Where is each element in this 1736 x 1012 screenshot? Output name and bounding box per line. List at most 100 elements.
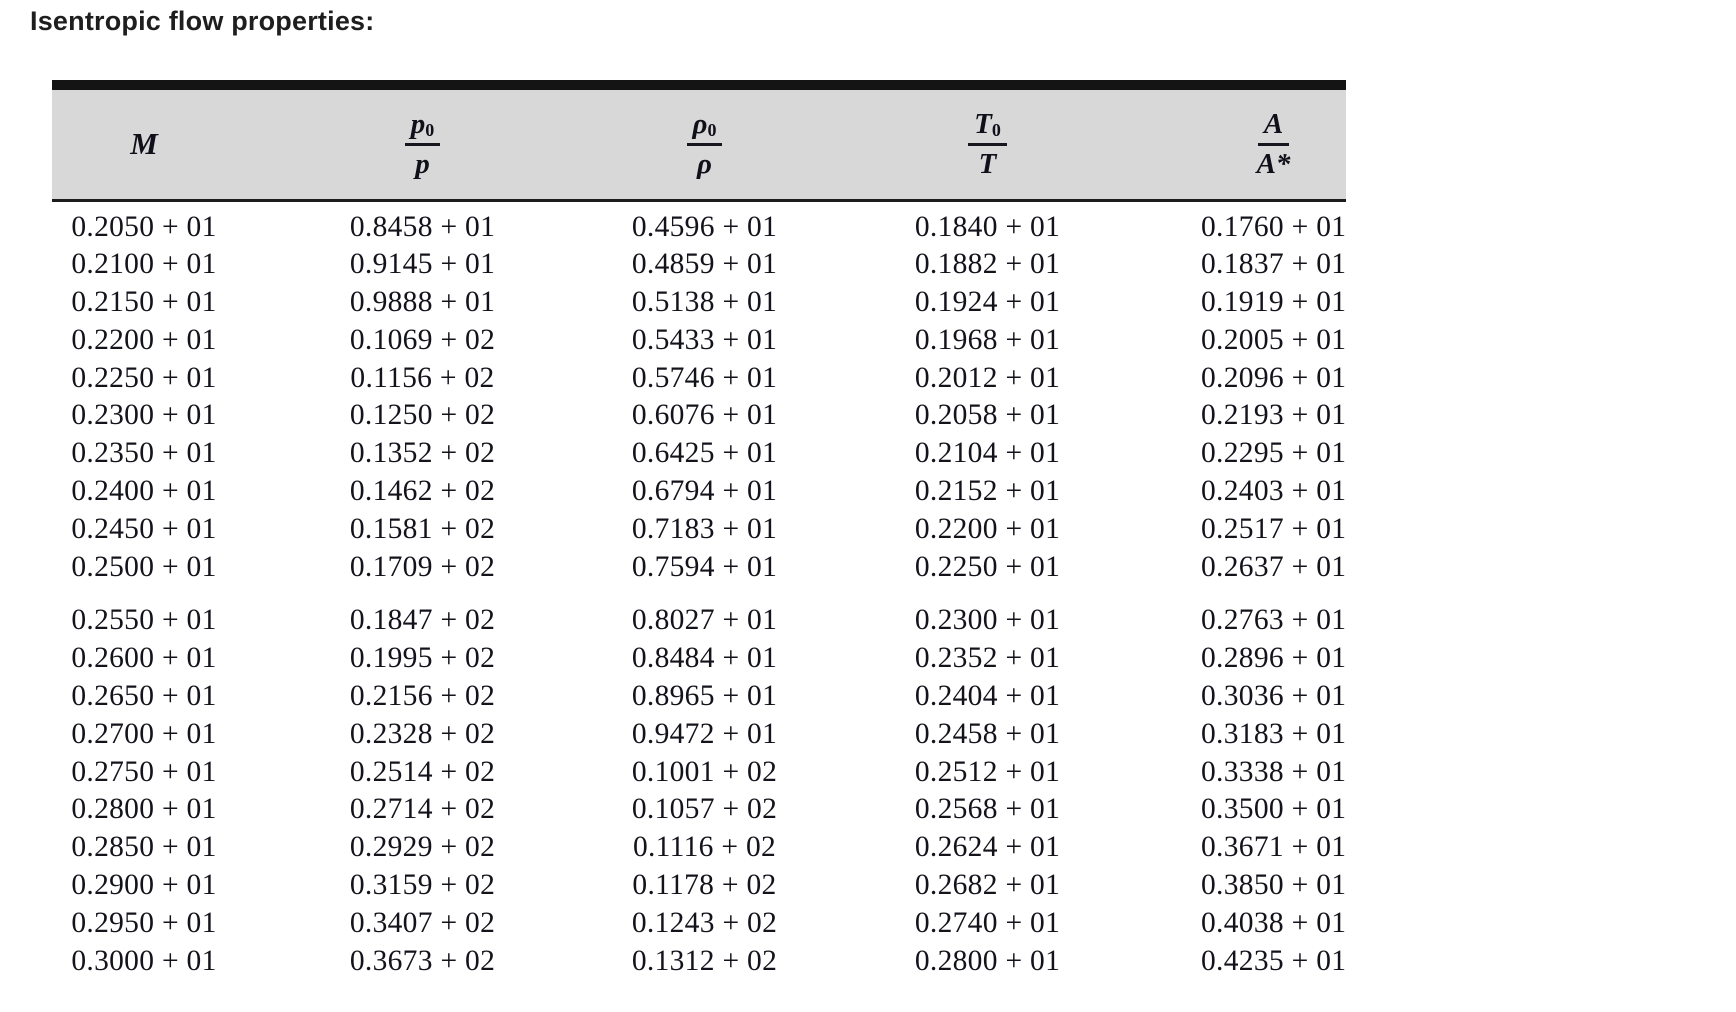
cell-value: 0.3673 + 02 [349, 944, 496, 977]
cell-mach: 0.2550 + 01 [52, 586, 282, 640]
cell-mach: 0.2500 + 01 [52, 549, 282, 587]
cell-value: 0.2500 + 01 [71, 550, 217, 583]
cell-value: 0.5433 + 01 [631, 323, 778, 356]
cell-density-ratio: 0.5746 + 01 [563, 360, 846, 398]
cell-area-ratio: 0.1837 + 01 [1129, 246, 1346, 284]
cell-value: 0.2458 + 01 [914, 717, 1061, 750]
cell-mach: 0.2350 + 01 [52, 435, 282, 473]
pressure-ratio-fraction: p0 p [404, 108, 441, 179]
cell-value: 0.1178 + 02 [632, 869, 777, 902]
cell-value: 0.2929 + 02 [349, 831, 496, 864]
cell-value: 0.3000 + 01 [71, 944, 217, 977]
cell-density-ratio: 0.7594 + 01 [563, 549, 846, 587]
cell-pressure-ratio: 0.9888 + 01 [282, 284, 563, 322]
cell-pressure-ratio: 0.2929 + 02 [282, 829, 563, 867]
cell-pressure-ratio: 0.8458 + 01 [282, 200, 563, 246]
cell-pressure-ratio: 0.3159 + 02 [282, 867, 563, 905]
cell-value: 0.8458 + 01 [349, 210, 496, 243]
cell-density-ratio: 0.1057 + 02 [563, 791, 846, 829]
cell-value: 0.2800 + 01 [71, 793, 217, 826]
numerator-symbol: p [410, 108, 426, 141]
cell-value: 0.2200 + 01 [914, 512, 1061, 545]
cell-value: 0.2450 + 01 [71, 512, 217, 545]
cell-value: 0.3159 + 02 [349, 869, 496, 902]
cell-pressure-ratio: 0.3673 + 02 [282, 943, 563, 981]
cell-value: 0.3850 + 01 [1201, 869, 1347, 902]
denominator-symbol: T [978, 147, 997, 180]
cell-value: 0.2714 + 02 [349, 793, 496, 826]
numerator-symbol: T [974, 108, 992, 141]
cell-mach: 0.2400 + 01 [52, 473, 282, 511]
cell-value: 0.2682 + 01 [914, 869, 1061, 902]
table-row: 0.2100 + 01 0.9145 + 01 0.4859 + 01 0.18… [52, 246, 1346, 284]
cell-value: 0.1995 + 02 [349, 642, 496, 675]
cell-value: 0.1352 + 02 [349, 437, 496, 470]
cell-temperature-ratio: 0.2800 + 01 [846, 943, 1129, 981]
table-row: 0.3000 + 01 0.3673 + 02 0.1312 + 02 0.28… [52, 943, 1346, 981]
denominator-symbol: A* [1256, 147, 1291, 180]
column-header-mach: M [52, 80, 282, 202]
cell-value: 0.2896 + 01 [1201, 642, 1347, 675]
cell-value: 0.2637 + 01 [1201, 550, 1347, 583]
cell-value: 0.2200 + 01 [71, 323, 217, 356]
cell-mach: 0.2700 + 01 [52, 716, 282, 754]
cell-temperature-ratio: 0.2682 + 01 [846, 867, 1129, 905]
cell-value: 0.2750 + 01 [71, 755, 217, 788]
cell-value: 0.6794 + 01 [631, 475, 778, 508]
cell-area-ratio: 0.3036 + 01 [1129, 678, 1346, 716]
cell-value: 0.2517 + 01 [1201, 512, 1347, 545]
cell-value: 0.2512 + 01 [914, 755, 1061, 788]
cell-value: 0.1760 + 01 [1201, 210, 1347, 243]
cell-value: 0.2100 + 01 [71, 248, 217, 281]
cell-temperature-ratio: 0.2104 + 01 [846, 435, 1129, 473]
table-row: 0.2750 + 01 0.2514 + 02 0.1001 + 02 0.25… [52, 754, 1346, 792]
cell-value: 0.1847 + 02 [349, 604, 496, 637]
cell-value: 0.2404 + 01 [914, 680, 1061, 713]
cell-density-ratio: 0.8965 + 01 [563, 678, 846, 716]
cell-temperature-ratio: 0.1968 + 01 [846, 322, 1129, 360]
cell-area-ratio: 0.2193 + 01 [1129, 397, 1346, 435]
cell-density-ratio: 0.1116 + 02 [563, 829, 846, 867]
cell-area-ratio: 0.3671 + 01 [1129, 829, 1346, 867]
cell-value: 0.2250 + 01 [71, 361, 217, 394]
cell-density-ratio: 0.1178 + 02 [563, 867, 846, 905]
table-row: 0.2800 + 01 0.2714 + 02 0.1057 + 02 0.25… [52, 791, 1346, 829]
cell-mach: 0.3000 + 01 [52, 943, 282, 981]
cell-value: 0.2005 + 01 [1201, 323, 1347, 356]
mach-symbol: M [130, 126, 158, 162]
cell-area-ratio: 0.3338 + 01 [1129, 754, 1346, 792]
temperature-ratio-fraction: T0 T [968, 109, 1007, 179]
numerator-subscript: 0 [991, 120, 1001, 141]
cell-value: 0.2152 + 01 [914, 475, 1061, 508]
table-row: 0.2700 + 01 0.2328 + 02 0.9472 + 01 0.24… [52, 716, 1346, 754]
numerator-subscript: 0 [425, 120, 435, 141]
table-header-row: M p0 p ρ0 ρ [52, 80, 1346, 202]
cell-pressure-ratio: 0.1462 + 02 [282, 473, 563, 511]
cell-value: 0.3500 + 01 [1201, 793, 1347, 826]
table-row: 0.2500 + 01 0.1709 + 02 0.7594 + 01 0.22… [52, 549, 1346, 587]
cell-temperature-ratio: 0.2352 + 01 [846, 640, 1129, 678]
column-header-pressure-ratio: p0 p [282, 80, 563, 202]
isentropic-flow-table: M p0 p ρ0 ρ [52, 80, 1346, 980]
cell-value: 0.2193 + 01 [1201, 399, 1347, 432]
cell-value: 0.4235 + 01 [1201, 944, 1347, 977]
table-row: 0.2250 + 01 0.1156 + 02 0.5746 + 01 0.20… [52, 360, 1346, 398]
cell-area-ratio: 0.2403 + 01 [1129, 473, 1346, 511]
cell-value: 0.2400 + 01 [71, 475, 217, 508]
cell-value: 0.8965 + 01 [631, 680, 778, 713]
numerator-symbol: ρ [692, 108, 708, 141]
cell-value: 0.4596 + 01 [631, 210, 778, 243]
cell-value: 0.2650 + 01 [71, 680, 217, 713]
cell-density-ratio: 0.1243 + 02 [563, 905, 846, 943]
cell-pressure-ratio: 0.1352 + 02 [282, 435, 563, 473]
cell-density-ratio: 0.5433 + 01 [563, 322, 846, 360]
cell-value: 0.4859 + 01 [631, 248, 778, 281]
table-row: 0.2950 + 01 0.3407 + 02 0.1243 + 02 0.27… [52, 905, 1346, 943]
cell-temperature-ratio: 0.2058 + 01 [846, 397, 1129, 435]
cell-value: 0.2295 + 01 [1201, 437, 1347, 470]
cell-mach: 0.2450 + 01 [52, 511, 282, 549]
cell-mach: 0.2250 + 01 [52, 360, 282, 398]
cell-temperature-ratio: 0.2740 + 01 [846, 905, 1129, 943]
cell-density-ratio: 0.5138 + 01 [563, 284, 846, 322]
cell-value: 0.3036 + 01 [1201, 680, 1347, 713]
